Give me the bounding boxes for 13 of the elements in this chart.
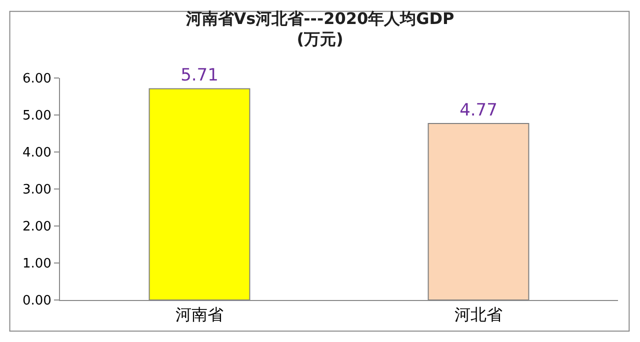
y-tick-label: 0.00	[22, 294, 52, 309]
y-tick-label: 5.00	[22, 108, 52, 124]
y-tick-label: 2.00	[22, 220, 52, 235]
chart-title: 河南省Vs河北省---2020年人均GDP	[184, 8, 455, 28]
data-label: 4.77	[460, 100, 498, 121]
y-tick-label: 1.00	[22, 256, 52, 272]
x-tick-label: 河北省	[454, 305, 502, 324]
y-tick-label: 3.00	[22, 182, 52, 198]
y-tick-label: 4.00	[22, 146, 52, 161]
y-tick-label: 6.00	[22, 72, 52, 87]
chart-subtitle: (万元)	[296, 30, 344, 49]
x-tick-label: 河南省	[176, 305, 224, 324]
data-label: 5.71	[180, 66, 218, 86]
